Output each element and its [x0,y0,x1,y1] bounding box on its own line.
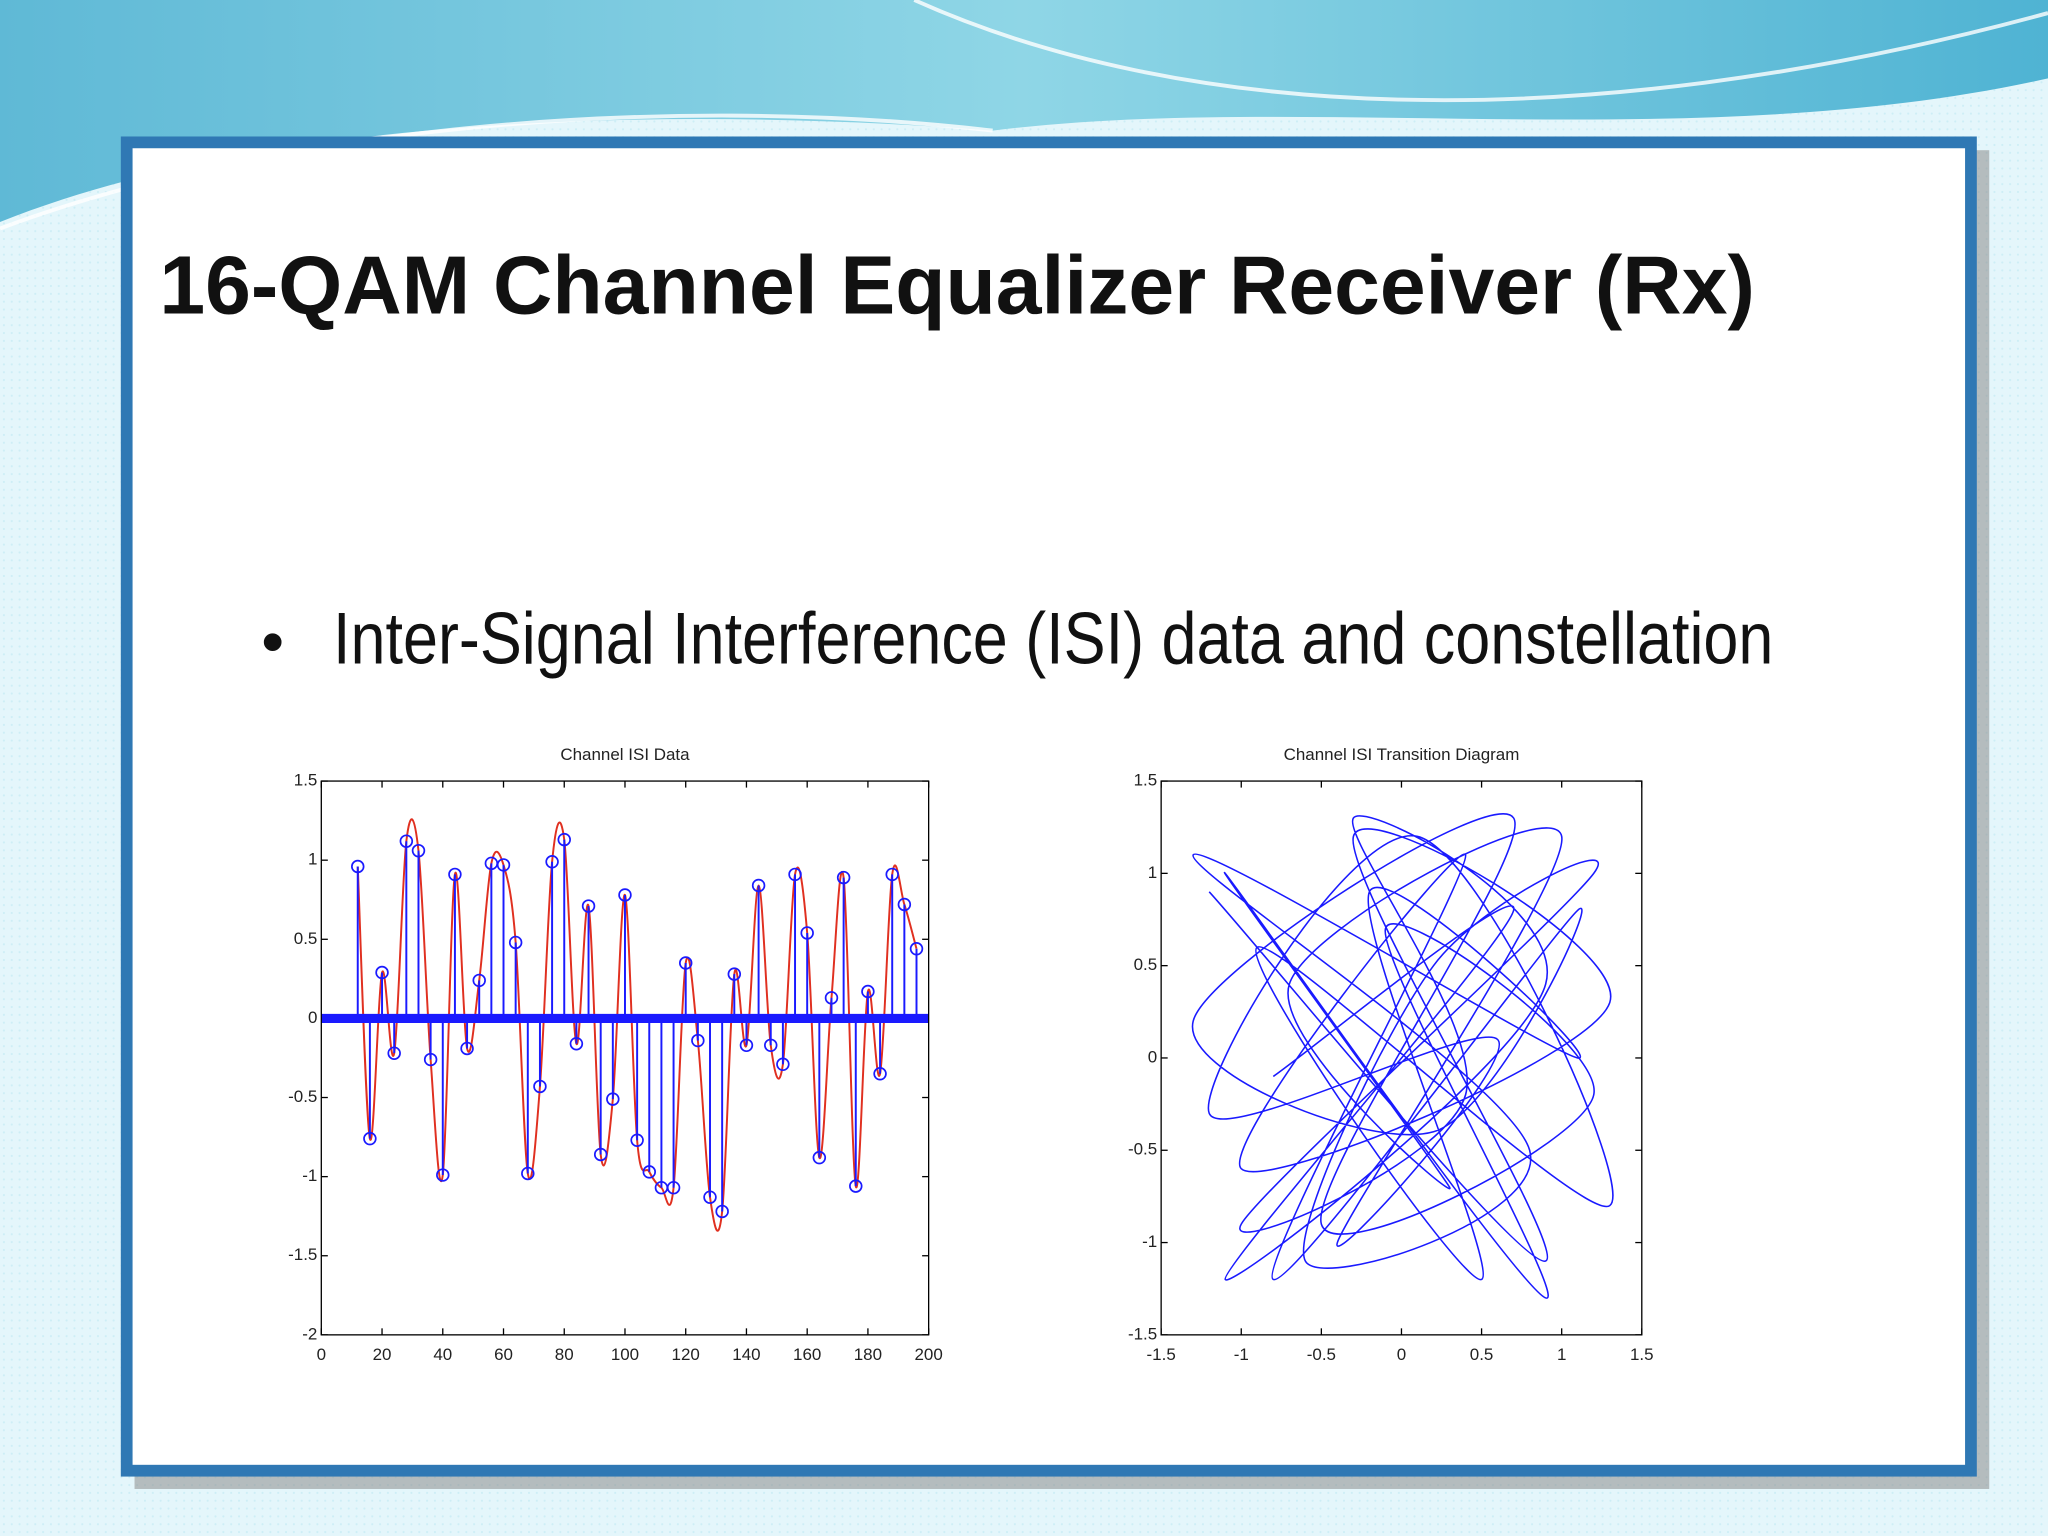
stem-marker [436,1168,450,1182]
stem-marker [849,1179,863,1193]
stem-marker [472,973,486,988]
plot-frame [1160,780,1643,1336]
stem-marker [363,1131,377,1146]
y-tick-label: 0 [1148,1047,1157,1066]
stem-marker [800,926,814,940]
stem-marker [909,942,924,956]
stem-marker [776,1057,790,1072]
chart: Channel ISI Transition Diagram -1.5 -1 -0.5… [1128,745,1654,1364]
bullet-text: Inter-Signal Interference (ISI) data and… [333,598,1773,679]
stem-marker [581,899,596,913]
y-tick-label: 1 [1148,863,1157,882]
slide-title: 16-QAM Channel Equalizer Receiver (Rx) [159,240,1755,331]
x-tick-label: 1.5 [1630,1345,1654,1364]
chart-title: Channel ISI Transition Diagram [1284,745,1520,764]
x-tick-label: 140 [732,1345,760,1364]
stem-marker [533,1079,547,1094]
y-tick-label: 0.5 [1134,955,1158,974]
y-tick-label: -2 [302,1324,317,1343]
stem-marker [885,867,899,882]
x-tick-label: 180 [854,1345,882,1364]
stem-marker [375,965,389,980]
x-tick-label: 120 [672,1345,700,1364]
x-tick-label: 20 [373,1345,392,1364]
y-tick-label: -1.5 [288,1245,317,1264]
stem-marker [351,859,365,874]
header-wave [0,0,2048,223]
stem-marker [399,834,414,848]
stem-marker [897,897,912,912]
x-tick-label: 0 [317,1345,326,1364]
stem-marker [411,843,426,858]
stem-marker [812,1150,827,1165]
x-tick-label: 40 [433,1345,452,1364]
stem-marker [739,1038,754,1053]
bullet-dot: • [261,605,284,678]
x-tick-label: 160 [793,1345,821,1364]
stem-marker [545,855,559,869]
y-tick-label: -1 [302,1166,317,1185]
x-tick-label: 60 [494,1345,513,1364]
chart-title: Channel ISI Data [560,745,690,764]
signal-curve [356,818,918,1232]
stem-marker [788,867,802,882]
wave-line [913,0,2048,103]
stem-marker [836,870,851,885]
stem-marker [715,1204,729,1219]
x-tick-label: -1 [1234,1345,1249,1364]
x-tick-label: 80 [555,1345,574,1364]
stem-marker [496,858,511,872]
stem-marker [727,967,742,981]
x-tick-label: 200 [914,1345,942,1364]
stem-marker [691,1033,705,1048]
stem-marker [666,1180,681,1195]
stem-marker [508,935,523,950]
stem-marker [642,1165,657,1179]
x-tick-label: 0 [1397,1345,1406,1364]
stem-marker [606,1092,620,1106]
x-tick-label: 0.5 [1470,1345,1494,1364]
stem-marker [557,832,571,847]
y-tick-label: 1 [308,850,317,869]
stem-marker [423,1052,438,1067]
transition-line [1191,813,1614,1299]
x-tick-label: 100 [611,1345,639,1364]
stem-marker [448,867,462,882]
y-tick-label: -0.5 [288,1087,317,1106]
stem-marker [678,956,693,970]
x-tick-label: -1.5 [1147,1345,1176,1364]
stem-marker [593,1147,608,1162]
chart: Channel ISI Data 0 20 40 60 80 100 120 140 160 180… [288,745,943,1364]
stem-marker [873,1067,887,1081]
stem-marker [751,878,766,893]
x-tick-label: -0.5 [1307,1345,1336,1364]
y-tick-label: -1 [1142,1232,1157,1251]
stem-marker [460,1041,474,1056]
stem-marker [569,1036,584,1051]
y-tick-label: -1.5 [1128,1324,1157,1343]
stem-marker [387,1046,401,1060]
y-tick-label: 0.5 [294,929,318,948]
stem-marker [861,984,875,999]
plot-frame [320,780,930,1336]
stem-marker [521,1166,535,1181]
plot-area [321,781,929,1335]
stem-marker [824,991,839,1005]
y-tick-label: -0.5 [1128,1140,1157,1159]
y-tick-label: 0 [308,1008,317,1027]
stem-marker [630,1133,644,1147]
x-tick-label: 1 [1557,1345,1566,1364]
stem-marker [703,1190,717,1204]
y-tick-label: 1.5 [1134,771,1158,790]
stem-marker [618,888,632,902]
stem-marker [764,1038,778,1053]
y-tick-label: 1.5 [294,771,318,790]
